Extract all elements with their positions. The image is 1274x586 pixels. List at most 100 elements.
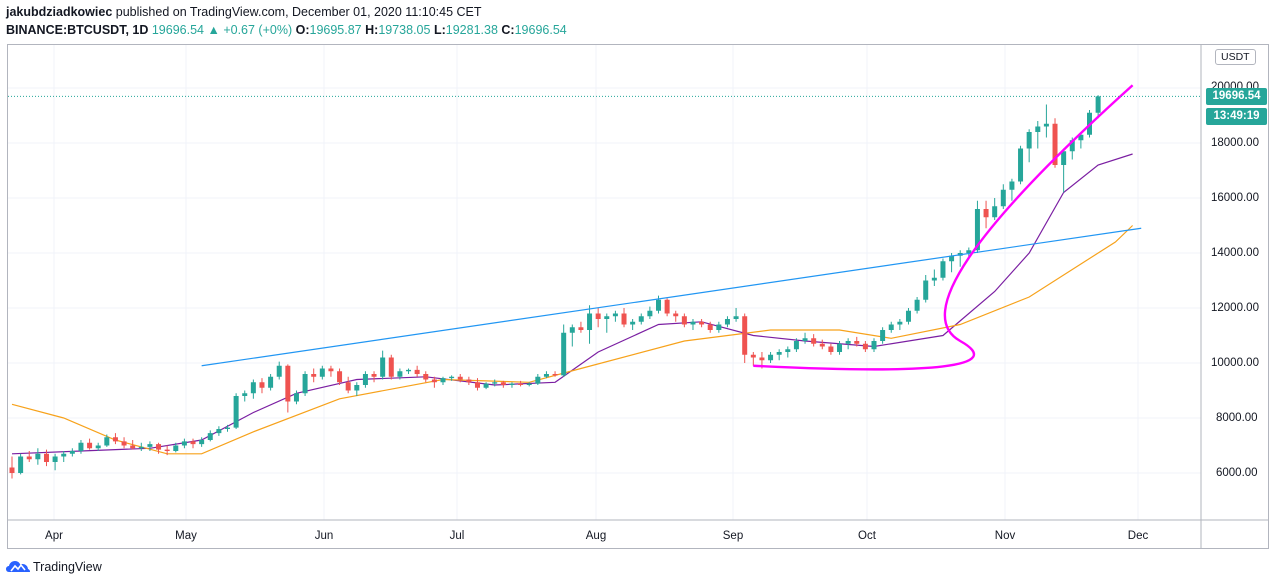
candle-body [311, 374, 317, 377]
candle-body [1061, 151, 1067, 165]
candle-body [819, 343, 825, 347]
low-value: 19281.38 [445, 23, 498, 37]
high-value: 19738.05 [378, 23, 431, 37]
candle-body [837, 343, 843, 352]
candle-body [268, 376, 274, 388]
candle-body [466, 379, 472, 383]
candle-body [250, 382, 256, 394]
candle-body [52, 456, 58, 462]
candle-body [431, 379, 437, 383]
candle-body [638, 316, 644, 322]
candle-body [552, 374, 558, 376]
candle-body [914, 299, 920, 311]
price-tick: 10000.00 [1211, 357, 1259, 369]
tradingview-footer[interactable]: TradingView [6, 560, 102, 574]
candle-body [319, 368, 325, 377]
author-name[interactable]: jakubdziadkowiec [6, 5, 113, 19]
candle-body [483, 383, 489, 388]
symbol-legend: BINANCE:BTCUSDT, 1D 19696.54 ▲ +0.67 (+0… [6, 23, 567, 37]
candle-body [164, 449, 170, 451]
currency-unit-button[interactable]: USDT [1215, 49, 1256, 65]
candle-body [9, 467, 15, 473]
candle-body [647, 310, 653, 317]
candle-body [354, 385, 360, 391]
candle-body [156, 444, 162, 450]
candle-body [595, 313, 601, 319]
candle-body [561, 332, 567, 376]
publish-text: published on TradingView.com, December 0… [115, 5, 482, 19]
candle-body [181, 441, 187, 446]
chart-grid [8, 45, 1201, 520]
candle-body [276, 365, 282, 377]
brand-name: TradingView [33, 560, 102, 574]
candle-body [716, 324, 722, 330]
candle-body [940, 261, 946, 278]
candle-body [1035, 126, 1041, 132]
candle-body [397, 371, 403, 377]
symbol-name[interactable]: BINANCE:BTCUSDT, 1D [6, 23, 149, 37]
candle-body [138, 446, 144, 449]
candle-body [673, 313, 679, 317]
candle-body [630, 321, 636, 325]
candle-body [18, 456, 24, 473]
candle-body [699, 321, 705, 325]
candle-body [380, 357, 386, 377]
candle-body [216, 429, 222, 434]
candle-body [742, 316, 748, 355]
candle-body [750, 354, 756, 358]
candle-body [1043, 123, 1049, 127]
candle-body [888, 324, 894, 330]
time-tick: Aug [585, 530, 607, 542]
candle-body [302, 374, 308, 394]
candle-body [87, 442, 93, 449]
candle-body [147, 444, 153, 447]
candle-body [285, 365, 291, 402]
candle-body [43, 453, 49, 462]
price-tick: 12000.00 [1211, 302, 1259, 314]
candle-body [854, 341, 860, 344]
last-price: 19696.54 [151, 23, 204, 37]
time-tick: May [175, 530, 197, 542]
candle-body [225, 427, 230, 429]
candle-body [656, 299, 661, 311]
candle-body [535, 376, 541, 384]
candle-body [1009, 181, 1015, 190]
candle-body [328, 368, 334, 372]
candle-body [811, 338, 817, 344]
candle-body [449, 376, 455, 379]
candle-body [112, 437, 118, 442]
candle-body [362, 374, 368, 385]
candle-body [828, 346, 834, 352]
high-label: H: [365, 23, 379, 37]
candle-body [509, 383, 515, 385]
candle-body [587, 313, 593, 330]
candle-body [104, 437, 110, 446]
candle-body [69, 451, 75, 454]
candle-body [518, 383, 524, 385]
parabolic-curve [753, 84, 1134, 371]
candle-body [578, 327, 584, 330]
price-tick: 6000.00 [1216, 467, 1258, 479]
chart-frame[interactable] [7, 44, 1269, 549]
open-value: 19695.87 [309, 23, 362, 37]
tradingview-logo-icon [6, 561, 30, 572]
candle-body [612, 313, 618, 317]
time-tick: Oct [858, 530, 876, 542]
candle-body [95, 445, 101, 449]
candle-body [949, 255, 955, 262]
time-tick: Jun [314, 530, 334, 542]
candle-body [35, 453, 41, 460]
price-tick: 18000.00 [1211, 137, 1259, 149]
candle-body [880, 330, 886, 341]
candle-body [690, 321, 696, 325]
candle-body [1095, 96, 1101, 113]
time-tick: Jul [449, 530, 465, 542]
candle-body [707, 324, 713, 330]
candle-body [871, 341, 877, 350]
candle-body [457, 376, 463, 380]
candle-body [776, 352, 782, 355]
time-tick: Dec [1127, 530, 1149, 542]
moving-average-line [11, 153, 1133, 455]
drawings [201, 84, 1142, 371]
